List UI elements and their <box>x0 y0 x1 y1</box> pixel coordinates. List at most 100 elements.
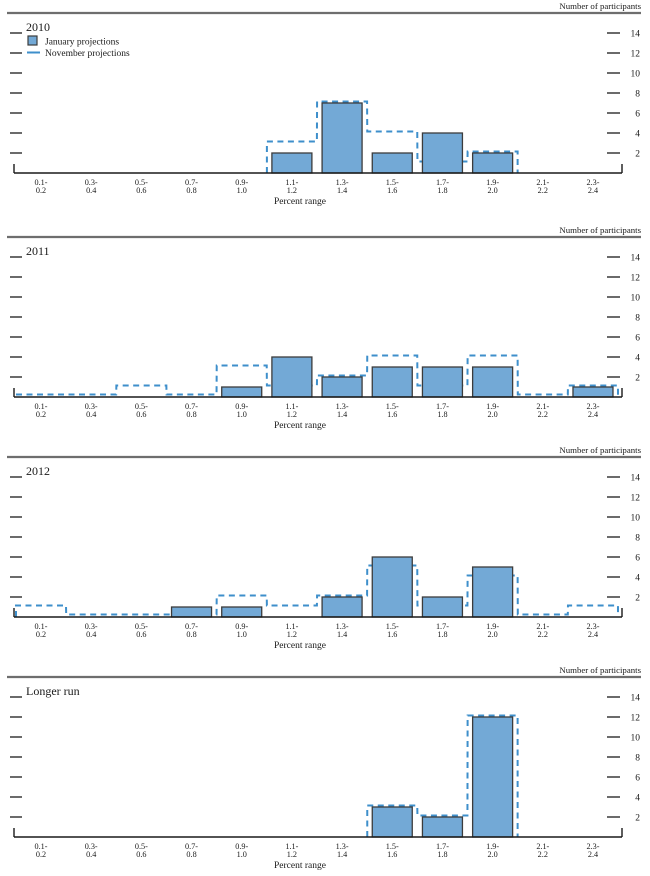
january-bar <box>371 152 413 174</box>
bin-label: 1.9- <box>486 178 499 187</box>
bin-label: 2.2 <box>538 186 548 195</box>
y-tick-label: 4 <box>635 130 640 140</box>
bin-label: 1.6 <box>387 850 397 859</box>
percent-range-label: Percent range <box>274 861 326 871</box>
bin-label: 2.1- <box>536 622 549 631</box>
y-tick-label: 6 <box>635 110 640 120</box>
bin-label: 2.4 <box>588 630 598 639</box>
bin-label: 0.1- <box>35 402 48 411</box>
bin-label: 1.2 <box>287 850 297 859</box>
january-bar <box>221 606 263 618</box>
panel-title: 2012 <box>26 464 50 478</box>
january-bar <box>471 152 514 174</box>
panel-title: Longer run <box>26 684 80 698</box>
percent-range-label: Percent range <box>274 421 326 431</box>
y-tick-label: 10 <box>631 294 641 304</box>
bin-label: 1.7- <box>436 842 449 851</box>
legend-january-label: January projections <box>45 38 119 48</box>
y-tick-label: 12 <box>631 50 641 60</box>
y-tick-label: 4 <box>635 354 640 364</box>
participants-axis-label: Number of participants <box>559 1 641 11</box>
bin-label: 0.8 <box>186 410 196 419</box>
legend-january-swatch <box>27 35 38 46</box>
january-bar <box>221 386 263 398</box>
bin-label: 1.1- <box>285 178 298 187</box>
january-bar <box>471 716 514 838</box>
bin-label: 0.4 <box>86 630 96 639</box>
bin-label: 0.2 <box>36 630 46 639</box>
january-bar <box>371 556 413 618</box>
january-bar <box>271 152 313 174</box>
bin-label: 0.3- <box>85 622 98 631</box>
bin-label: 0.9- <box>235 402 248 411</box>
panel-2010: Number of participants 2010 2 4 6 8 10 12 14 0.1-… <box>0 0 650 224</box>
bin-label: 1.9- <box>486 402 499 411</box>
bin-label: 0.5- <box>135 178 148 187</box>
bin-label: 2.4 <box>588 850 598 859</box>
january-bar <box>572 386 614 398</box>
bin-label: 0.4 <box>86 186 96 195</box>
bin-label: 2.1- <box>536 402 549 411</box>
bin-label: 2.0 <box>488 410 498 419</box>
bin-label: 1.5- <box>386 178 399 187</box>
bin-label: 0.8 <box>186 630 196 639</box>
legend-november-label: November projections <box>45 49 130 59</box>
bin-label: 0.6 <box>136 186 146 195</box>
bin-label: 1.5- <box>386 622 399 631</box>
panel-chart: Number of participants 2012 2 4 6 8 10 12 14 0.1-… <box>7 445 642 651</box>
january-bar <box>321 596 363 618</box>
bin-label: 0.7- <box>185 402 198 411</box>
bin-label: 2.1- <box>536 842 549 851</box>
bin-label: 1.6 <box>387 410 397 419</box>
january-bar <box>170 606 213 618</box>
bin-label: 2.4 <box>588 186 598 195</box>
bin-label: 0.5- <box>135 622 148 631</box>
percent-range-label: Percent range <box>274 641 326 651</box>
bin-label: 1.6 <box>387 186 397 195</box>
bin-label: 0.7- <box>185 622 198 631</box>
y-tick-label: 2 <box>635 594 640 604</box>
participants-axis-label: Number of participants <box>559 665 641 675</box>
participants-axis-label: Number of participants <box>559 445 641 455</box>
bin-label: 1.9- <box>486 842 499 851</box>
bin-label: 1.1- <box>285 622 298 631</box>
y-tick-label: 12 <box>631 714 641 724</box>
bin-label: 2.3- <box>586 842 599 851</box>
y-tick-label: 14 <box>631 694 641 704</box>
y-tick-label: 2 <box>635 814 640 824</box>
bin-label: 0.5- <box>135 402 148 411</box>
november-trace <box>265 100 519 173</box>
bin-label: 0.6 <box>136 850 146 859</box>
january-bar <box>421 132 464 174</box>
y-tick-label: 14 <box>631 474 641 484</box>
bin-label: 1.7- <box>436 178 449 187</box>
bin-label: 2.3- <box>586 402 599 411</box>
bin-label: 2.2 <box>538 850 548 859</box>
bin-label: 1.3- <box>336 402 349 411</box>
bin-label: 1.8 <box>437 850 447 859</box>
bin-label: 0.7- <box>185 178 198 187</box>
bin-label: 1.8 <box>437 410 447 419</box>
bin-label: 1.2 <box>287 186 297 195</box>
bin-label: 1.0 <box>237 630 247 639</box>
bin-label: 1.2 <box>287 410 297 419</box>
bin-label: 2.4 <box>588 410 598 419</box>
bin-label: 0.2 <box>36 850 46 859</box>
y-tick-label: 14 <box>631 30 641 40</box>
bin-label: 2.0 <box>488 850 498 859</box>
bin-label: 1.5- <box>386 402 399 411</box>
panel-chart: Number of participants 2011 2 4 6 8 10 12 14 0.1-… <box>7 225 642 431</box>
panel-title: 2011 <box>26 244 50 258</box>
y-tick-label: 2 <box>635 374 640 384</box>
bin-label: 1.0 <box>237 410 247 419</box>
bin-label: 1.2 <box>287 630 297 639</box>
bin-label: 0.4 <box>86 850 96 859</box>
january-bar <box>321 102 363 174</box>
january-bar <box>421 596 464 618</box>
bin-label: 1.1- <box>285 402 298 411</box>
bin-label: 2.2 <box>538 630 548 639</box>
bin-label: 1.9- <box>486 622 499 631</box>
y-tick-label: 2 <box>635 150 640 160</box>
y-tick-label: 4 <box>635 794 640 804</box>
